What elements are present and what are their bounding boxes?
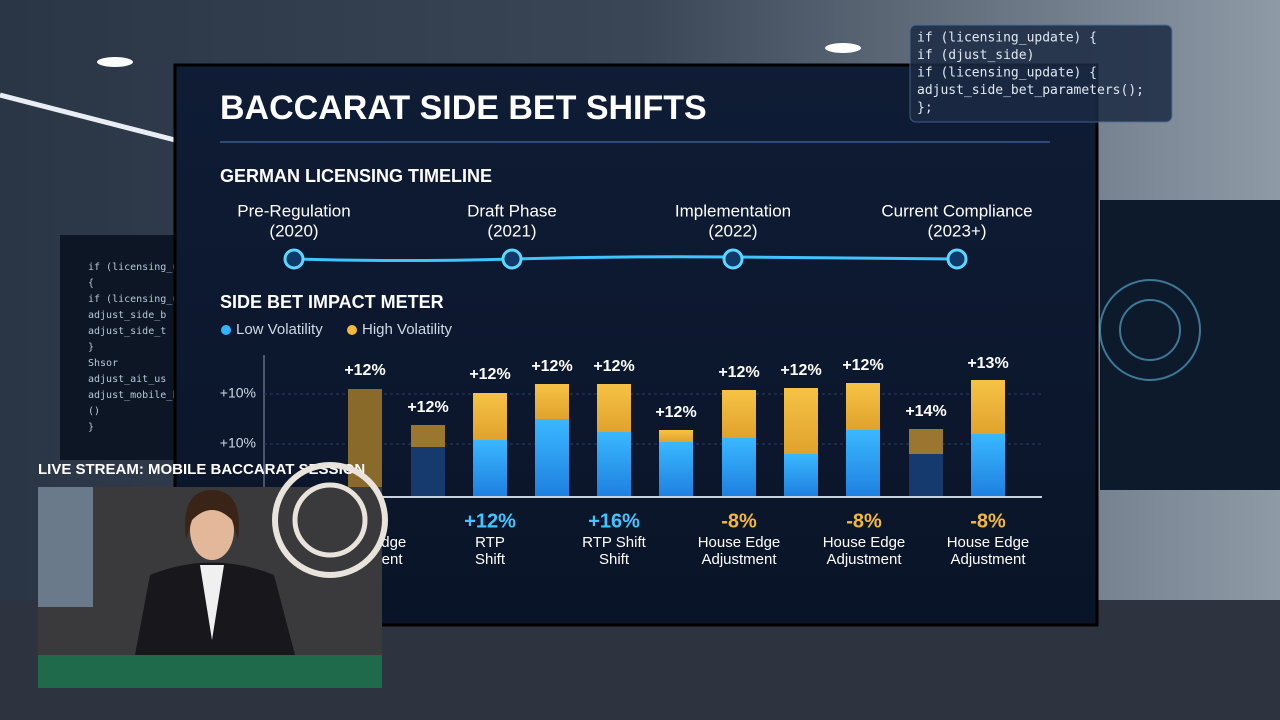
high-segment [535,384,569,419]
legend-swatch [347,325,357,335]
bar-label: +12% [469,366,510,383]
timeline-line [293,255,958,262]
metric-text: Adjustment [701,551,777,568]
code-line: } [88,342,94,353]
stage-dot [283,248,305,270]
code-line: }; [917,101,933,116]
stage-dot [501,248,523,270]
stage-dot [722,248,744,270]
metric-text: RTP [475,534,505,551]
stage-name: Implementation [675,201,791,220]
stage-name: Pre-Regulation [237,201,350,220]
metric-text: Shift [599,551,630,568]
meter-title: SIDE BET IMPACT METER [220,292,444,312]
low-segment [846,430,880,497]
metric-text: Adjustment [826,551,902,568]
metric-text: RTP Shift [582,534,646,551]
legend-label: Low Volatility [236,321,323,338]
metric-text: House Edge [947,534,1030,551]
metric-value: -8% [846,510,882,532]
axis-label: +10% [220,385,256,401]
low-segment [909,454,943,497]
code-line: if (licensing_update) { [917,31,1097,46]
high-segment [846,383,880,430]
stage-dot [946,248,968,270]
timeline-title: GERMAN LICENSING TIMELINE [220,166,492,186]
code-line: Shsor [88,358,118,369]
high-segment [722,390,756,438]
low-segment [784,454,818,497]
bars: +12% +12% +12% +12% +12% +12% +12% +12% +12% +14%… [344,355,1009,497]
code-line: adjust_side_b [88,310,166,321]
bar-label: +13% [967,355,1008,372]
metric-value: -8% [721,510,757,532]
code-line: adjust_mobile_b [88,390,178,401]
bar-label: +12% [593,358,634,375]
bar-label: +12% [780,362,821,379]
metric-value: -8% [970,510,1006,532]
high-segment [909,429,943,454]
bar-label: +12% [718,364,759,381]
metric-text: Adjustment [950,551,1026,568]
stage-name: Draft Phase [467,201,557,220]
bar-label: +12% [655,404,696,421]
code-line: } [88,422,94,433]
high-segment [784,388,818,454]
stage-period: (2023+) [927,221,986,240]
stage-name: Current Compliance [881,201,1032,220]
stage-period: (2022) [708,221,757,240]
code-line: if (djust_side) [917,48,1034,63]
high-segment [659,430,693,442]
metric-value: +12% [464,510,516,532]
stage-period: (2020) [269,221,318,240]
panel-title: BACCARAT SIDE BET SHIFTS [220,89,707,127]
code-line: adjust_side_t [88,326,166,337]
dynamic-content: Pre-Regulation(2020) Draft Phase(2021) Imp… [237,201,1032,567]
code-line: if (licensing_update) { [917,66,1097,81]
low-segment [971,434,1005,497]
bar-label: +12% [531,358,572,375]
bar-label: +12% [344,362,385,379]
bar-label: +12% [842,357,883,374]
metric-text: House Edge [698,534,781,551]
low-segment [659,442,693,497]
code-line: { [88,278,94,289]
live-stream: LIVE STREAM: MOBILE BACCARAT SESSION [38,461,388,688]
high-segment [597,384,631,432]
low-segment [597,432,631,497]
high-segment [971,380,1005,434]
legend-label: High Volatility [362,321,453,338]
code-line: adjust_side_bet_parameters(); [917,83,1144,98]
metric-text: Shift [475,551,506,568]
code-line: if (licensing_upda [88,262,196,273]
high-segment [411,425,445,447]
stream-title: LIVE STREAM: MOBILE BACCARAT SESSION [38,461,365,478]
bar-label: +14% [905,403,946,420]
side-screen-code: if (licensing_upda { if (licensing_upde ad… [88,262,196,433]
metric-value: +16% [588,510,640,532]
code-line: if (licensing_upde [88,294,196,305]
low-segment [535,419,569,497]
code-box: if (licensing_update) { if (djust_side) i… [909,24,1173,123]
stage-period: (2021) [487,221,536,240]
metric-text: House Edge [823,534,906,551]
code-line: adjust_ait_us [88,374,166,385]
low-segment [722,438,756,497]
axis-label: +10% [220,435,256,451]
code-line: () [88,406,100,417]
high-segment [473,393,507,440]
bar-label: +12% [407,399,448,416]
legend-swatch [221,325,231,335]
low-segment [473,440,507,497]
low-segment [411,447,445,497]
